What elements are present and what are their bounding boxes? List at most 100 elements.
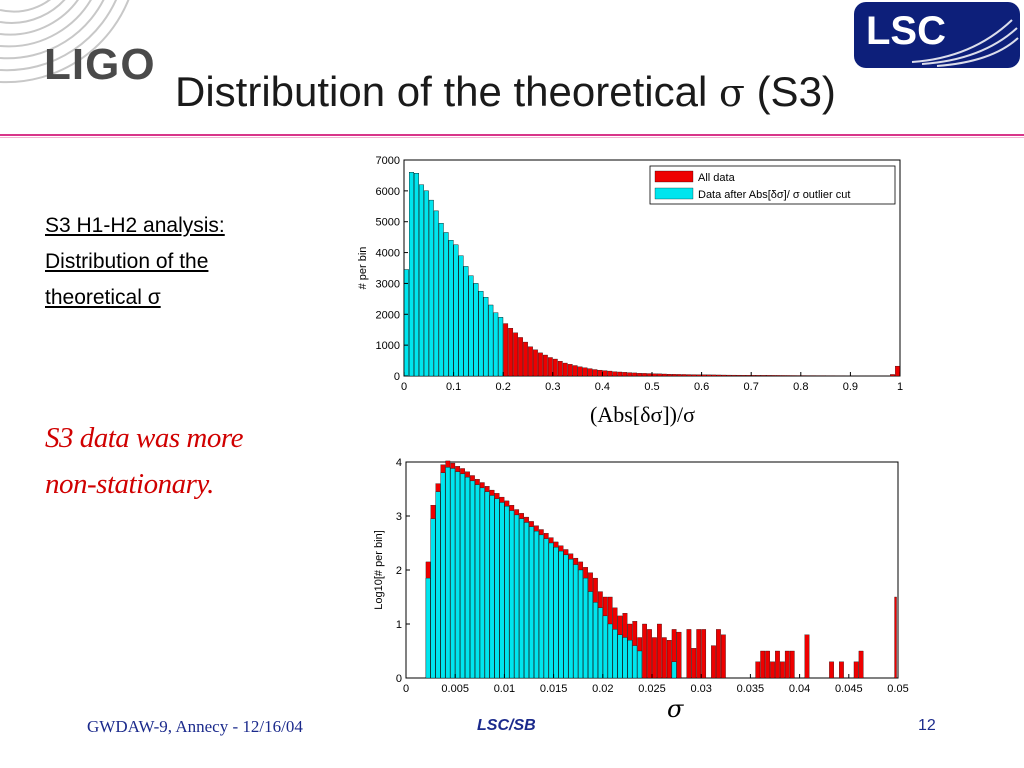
top-bar-all	[686, 374, 692, 377]
top-bar-all	[726, 374, 732, 377]
top-bar-all	[513, 332, 518, 377]
description-line: theoretical σ	[45, 286, 161, 309]
bottom-bar-all	[775, 650, 780, 679]
top-bar-all	[503, 323, 509, 377]
top-bar-all	[652, 373, 657, 377]
analysis-description: S3 H1-H2 analysis: Distribution of the t…	[45, 208, 225, 316]
top-bar-all	[607, 370, 613, 377]
bottom-xtick-label: 0.045	[835, 683, 863, 695]
top-xtick-label: 0.8	[793, 381, 808, 393]
top-bar-all	[547, 357, 553, 377]
description-line: S3 H1-H2 analysis:	[45, 214, 225, 237]
bottom-bar-cut	[558, 550, 564, 679]
bottom-bar-cut	[470, 480, 475, 679]
footer-event: GWDAW-9, Annecy - 12/16/04	[87, 717, 303, 736]
bottom-ytick-label: 1	[396, 619, 402, 631]
bottom-bar-cut	[450, 468, 456, 679]
bottom-bar-cut	[583, 577, 588, 679]
bottom-bar-all	[789, 650, 795, 679]
bottom-bar-all	[652, 637, 657, 679]
bottom-bar-cut	[578, 569, 584, 679]
top-bar-cut	[478, 290, 484, 377]
top-bar-all	[746, 375, 752, 377]
bottom-bar-cut	[612, 629, 618, 679]
bottom-bar-cut	[627, 640, 633, 679]
top-bar-all	[895, 365, 900, 377]
top-bar-all	[542, 354, 548, 377]
top-bar-cut	[493, 312, 499, 377]
top-bar-all	[567, 364, 573, 377]
top-legend-swatch	[654, 170, 694, 183]
top-bar-cut	[468, 275, 474, 377]
description-line: Distribution of the	[45, 250, 209, 273]
top-bar-all	[528, 346, 533, 377]
ligo-arcs-graphic	[0, 0, 130, 84]
bottom-bar-cut	[455, 471, 461, 679]
top-ytick-label: 0	[394, 371, 400, 383]
bottom-bar-all	[686, 629, 692, 679]
bottom-bar-cut	[671, 661, 677, 679]
top-bar-all	[562, 362, 568, 377]
bottom-bar-cut	[538, 534, 544, 679]
title-divider	[0, 134, 1024, 136]
top-xtick-label: 0.1	[446, 381, 461, 393]
bottom-bar-all	[780, 661, 785, 679]
bottom-bar-all	[716, 629, 721, 679]
bottom-bar-cut	[588, 591, 593, 679]
top-bar-all	[721, 374, 727, 377]
top-bar-all	[647, 373, 652, 377]
top-bar-cut	[458, 255, 464, 377]
top-bar-all	[622, 372, 628, 377]
top-ytick-label: 4000	[376, 248, 400, 260]
top-bar-all	[577, 366, 583, 377]
lsc-logo-text: LSC	[866, 9, 946, 53]
bottom-bar-cut	[460, 473, 465, 679]
bottom-xtick-label: 0.01	[494, 683, 515, 695]
top-bar-all	[637, 373, 642, 377]
ligo-logo: LIGO	[0, 0, 170, 115]
bottom-bar-cut	[519, 518, 524, 679]
top-bar-cut	[428, 199, 434, 377]
bottom-bar-cut	[637, 650, 643, 679]
slide-title: Distribution of the theoretical σ (S3)	[175, 68, 836, 116]
top-ytick-label: 6000	[376, 186, 400, 198]
top-ytick-label: 7000	[376, 155, 400, 167]
bottom-bar-cut	[632, 645, 638, 679]
footer-affiliation: LSC/SB	[477, 717, 536, 734]
top-bar-all	[736, 374, 742, 377]
top-bar-cut	[453, 244, 459, 377]
top-ytick-label: 2000	[376, 309, 400, 321]
top-xtick-label: 0.2	[496, 381, 511, 393]
top-xtick-label: 0	[401, 381, 407, 393]
bottom-bar-all	[894, 596, 897, 679]
bottom-bar-cut	[425, 577, 431, 679]
bottom-bar-cut	[430, 518, 436, 679]
top-ytick-label: 5000	[376, 217, 400, 229]
top-bar-all	[781, 375, 786, 377]
bottom-bar-cut	[617, 634, 623, 679]
top-bar-all	[701, 374, 707, 377]
bottom-bar-all	[804, 634, 810, 679]
bottom-ytick-label: 0	[396, 673, 402, 685]
lsc-logo: LSC	[852, 0, 1022, 70]
bottom-bar-cut	[484, 491, 490, 679]
bottom-bar-cut	[548, 542, 554, 679]
bottom-bar-all	[770, 661, 775, 679]
top-xtick-label: 1	[897, 381, 903, 393]
bottom-plot-area	[405, 461, 899, 679]
top-bar-all	[706, 374, 712, 377]
top-bar-all	[518, 337, 523, 377]
top-bar-all	[662, 373, 667, 377]
top-bar-cut	[418, 184, 424, 377]
bottom-bar-all	[676, 631, 682, 679]
top-legend-label: All data	[698, 172, 736, 184]
top-xtick-label: 0.7	[744, 381, 759, 393]
title-divider-shadow	[0, 137, 1024, 138]
bottom-xtick-label: 0	[403, 683, 409, 695]
top-bar-all	[666, 373, 672, 377]
bottom-bar-cut	[529, 526, 534, 679]
bottom-bar-cut	[524, 522, 529, 679]
top-bar-cut	[423, 190, 429, 377]
top-bar-all	[602, 370, 608, 377]
top-chart-xlabel: (Abs[δσ])/σ	[590, 402, 695, 427]
